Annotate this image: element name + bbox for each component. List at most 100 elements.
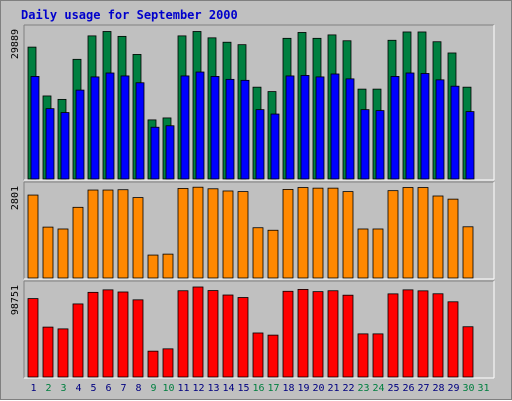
- x-tick-label-28: 28: [432, 383, 444, 394]
- x-tick-label-5: 5: [90, 383, 96, 394]
- bar-files-day-22: [345, 78, 355, 180]
- bar-sites-day-19: [297, 187, 309, 279]
- bar-sites-day-8: [132, 197, 144, 279]
- bar-sites-day-29: [447, 198, 459, 279]
- bar-files-day-4: [75, 89, 85, 180]
- bar-sites-day-6: [102, 189, 114, 279]
- bar-kbytes-day-8: [132, 299, 144, 378]
- bar-kbytes-day-15: [237, 297, 249, 378]
- x-tick-label-6: 6: [105, 383, 111, 394]
- bar-kbytes-day-11: [177, 290, 189, 378]
- x-tick-label-30: 30: [462, 383, 474, 394]
- bar-files-day-3: [60, 112, 70, 180]
- x-tick-label-26: 26: [402, 383, 414, 394]
- bar-files-day-6: [105, 72, 115, 180]
- bar-kbytes-day-12: [192, 286, 204, 378]
- panel-max-label: 98751: [10, 285, 21, 315]
- bar-files-day-17: [270, 113, 280, 180]
- bar-files-day-29: [450, 85, 460, 180]
- bar-files-day-30: [465, 111, 475, 180]
- bar-kbytes-day-30: [462, 326, 474, 378]
- bar-sites-day-16: [252, 227, 264, 279]
- bar-files-day-11: [180, 75, 190, 180]
- bar-kbytes-day-23: [357, 333, 369, 378]
- x-tick-label-2: 2: [45, 383, 51, 394]
- bar-kbytes-day-1: [27, 298, 39, 378]
- bar-kbytes-day-19: [297, 289, 309, 378]
- bar-kbytes-day-26: [402, 289, 414, 378]
- x-tick-label-1: 1: [30, 383, 36, 394]
- bar-files-day-2: [45, 108, 55, 180]
- bar-sites-day-23: [357, 228, 369, 279]
- x-tick-label-16: 16: [252, 383, 264, 394]
- panel-1: 29889: [10, 24, 495, 181]
- bar-files-day-15: [240, 79, 250, 180]
- bar-sites-day-13: [207, 188, 219, 279]
- bar-kbytes-day-6: [102, 289, 114, 378]
- x-tick-label-10: 10: [162, 383, 174, 394]
- x-tick-label-13: 13: [207, 383, 219, 394]
- bar-kbytes-day-2: [42, 326, 54, 378]
- bar-kbytes-day-22: [342, 294, 354, 378]
- x-tick-label-25: 25: [387, 383, 399, 394]
- bar-sites-day-7: [117, 189, 129, 279]
- x-tick-label-8: 8: [135, 383, 141, 394]
- bar-kbytes-day-17: [267, 334, 279, 378]
- bar-sites-day-26: [402, 187, 414, 279]
- x-tick-label-19: 19: [297, 383, 309, 394]
- bar-kbytes-day-4: [72, 303, 84, 378]
- bar-files-day-13: [210, 76, 220, 180]
- bar-sites-day-28: [432, 195, 444, 279]
- x-tick-label-22: 22: [342, 383, 354, 394]
- bar-kbytes-day-7: [117, 291, 129, 378]
- bar-sites-day-21: [327, 187, 339, 279]
- bar-sites-day-20: [312, 187, 324, 279]
- bar-kbytes-day-21: [327, 290, 339, 378]
- bar-kbytes-day-29: [447, 301, 459, 378]
- bar-sites-day-24: [372, 228, 384, 279]
- x-tick-label-4: 4: [75, 383, 81, 394]
- bar-sites-day-5: [87, 189, 99, 279]
- bar-files-day-24: [375, 110, 385, 180]
- bar-sites-day-9: [147, 254, 159, 279]
- bar-sites-day-14: [222, 190, 234, 279]
- bar-sites-day-27: [417, 187, 429, 279]
- bar-files-day-14: [225, 78, 235, 180]
- bar-files-day-8: [135, 82, 145, 180]
- bar-files-day-7: [120, 75, 130, 180]
- chart-title: Daily usage for September 2000: [21, 8, 238, 22]
- bar-kbytes-day-14: [222, 294, 234, 378]
- x-tick-label-17: 17: [267, 383, 279, 394]
- x-tick-label-9: 9: [150, 383, 156, 394]
- bar-files-day-21: [330, 73, 340, 180]
- bar-sites-day-17: [267, 229, 279, 279]
- bar-files-day-23: [360, 109, 370, 180]
- x-tick-label-3: 3: [60, 383, 66, 394]
- bar-kbytes-day-10: [162, 348, 174, 378]
- bar-files-day-20: [315, 76, 325, 180]
- panel-2: 2801: [10, 181, 495, 280]
- bar-files-day-18: [285, 75, 295, 180]
- bar-files-day-26: [405, 72, 415, 180]
- x-tick-label-29: 29: [447, 383, 459, 394]
- bar-kbytes-day-24: [372, 333, 384, 378]
- bar-kbytes-day-25: [387, 293, 399, 378]
- x-tick-label-15: 15: [237, 383, 249, 394]
- x-tick-label-18: 18: [282, 383, 294, 394]
- x-tick-label-31: 31: [477, 383, 489, 394]
- bar-files-day-10: [165, 125, 175, 180]
- x-tick-label-12: 12: [192, 383, 204, 394]
- bar-kbytes-day-27: [417, 290, 429, 378]
- bar-kbytes-day-16: [252, 332, 264, 378]
- bar-sites-day-2: [42, 226, 54, 279]
- bar-files-day-28: [435, 79, 445, 180]
- bar-sites-day-30: [462, 226, 474, 279]
- x-tick-label-20: 20: [312, 383, 324, 394]
- bar-files-day-5: [90, 76, 100, 180]
- bar-files-day-19: [300, 75, 310, 180]
- bar-sites-day-15: [237, 191, 249, 279]
- panel-max-label: 2801: [10, 186, 21, 210]
- x-tick-label-21: 21: [327, 383, 339, 394]
- bar-kbytes-day-13: [207, 290, 219, 378]
